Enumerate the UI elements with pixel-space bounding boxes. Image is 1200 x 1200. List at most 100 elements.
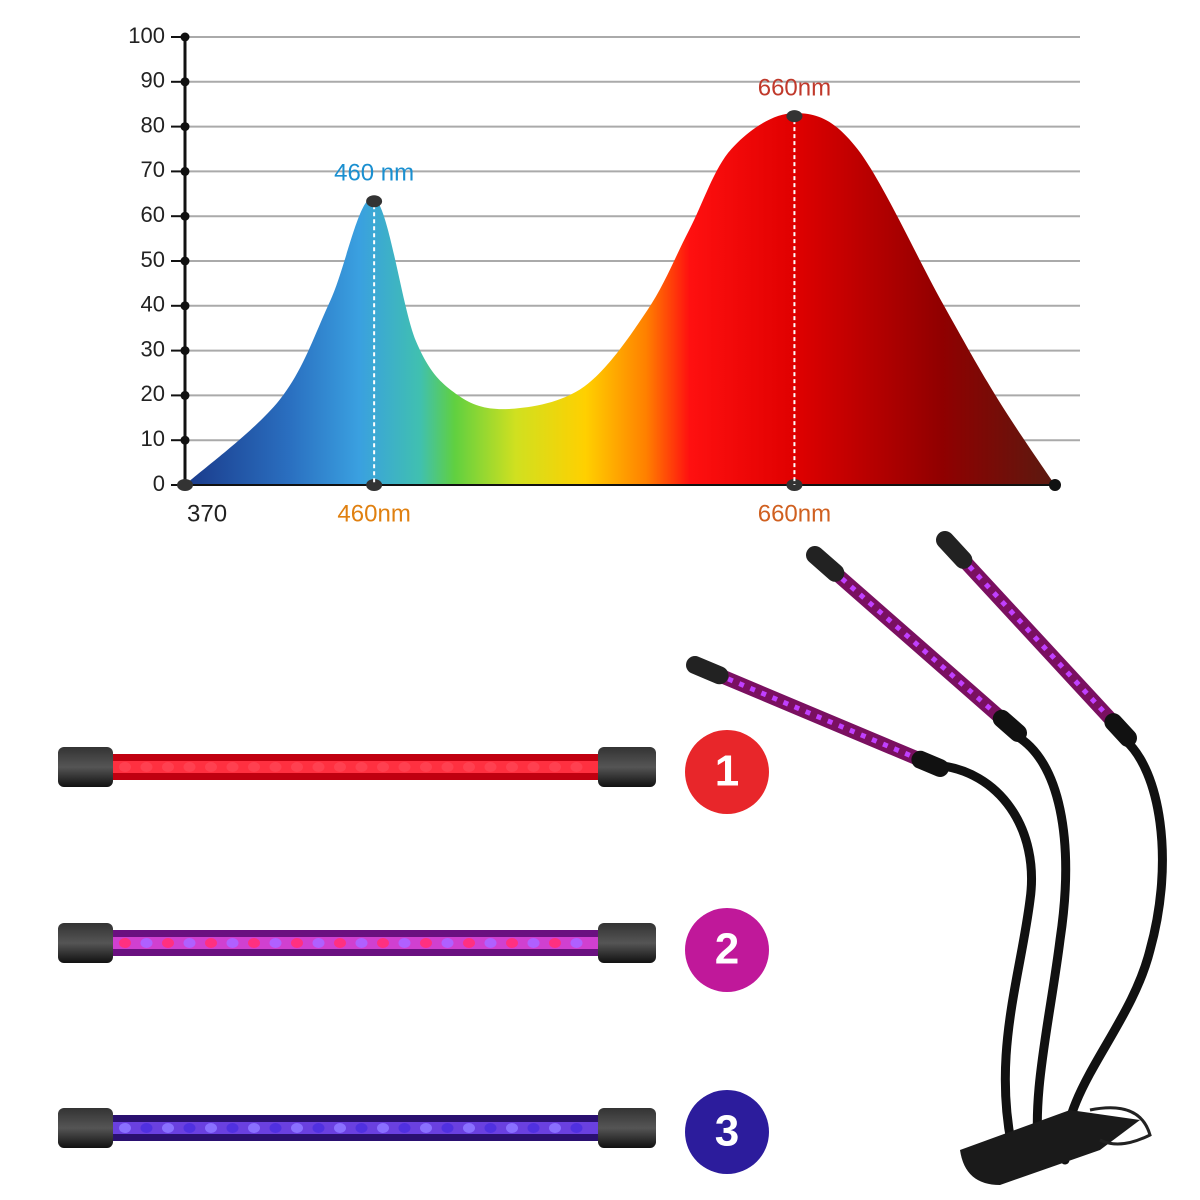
led [420, 1123, 432, 1133]
led [269, 1123, 282, 1133]
led [527, 1123, 540, 1133]
led [463, 938, 475, 948]
y-tick-label: 50 [141, 247, 165, 272]
lamp-cap [936, 531, 973, 569]
peak-marker [366, 195, 383, 208]
led [377, 1123, 389, 1133]
annotation: 660nm [758, 75, 831, 102]
led [334, 938, 346, 948]
lamp-head-leds [694, 662, 941, 771]
led [205, 1123, 217, 1133]
x-tick-label: 660nm [758, 500, 831, 527]
led [420, 762, 432, 772]
led [312, 762, 325, 772]
badge [685, 730, 769, 814]
led [162, 1123, 174, 1133]
led [570, 1123, 583, 1133]
led [549, 1123, 561, 1133]
led [140, 1123, 153, 1133]
led [570, 762, 583, 772]
led [183, 938, 196, 948]
led [162, 762, 174, 772]
led [226, 762, 239, 772]
end-cap [58, 747, 113, 787]
x-tick-label: 370 [187, 500, 227, 527]
y-tick-label: 100 [128, 23, 165, 48]
led [527, 762, 540, 772]
led [226, 1123, 239, 1133]
led [355, 762, 368, 772]
led [205, 762, 217, 772]
led [355, 1123, 368, 1133]
led [291, 938, 303, 948]
lamp-head-leds [943, 538, 1130, 740]
led [377, 938, 389, 948]
led [549, 762, 561, 772]
led [441, 762, 454, 772]
lamp-head-leds [813, 553, 1020, 735]
x-tick-mark [366, 479, 383, 491]
peak-marker [786, 110, 803, 123]
led [183, 762, 196, 772]
badge-number: 2 [715, 925, 739, 974]
end-cap [598, 747, 656, 787]
x-tick-label: 460nm [337, 500, 410, 527]
y-tick-label: 60 [141, 202, 165, 227]
led [140, 762, 153, 772]
y-tick-label: 30 [141, 336, 165, 361]
lamp-photo: 1 2 3 [58, 531, 1167, 1185]
led [291, 1123, 303, 1133]
led [291, 762, 303, 772]
y-tick-label: 70 [141, 157, 165, 182]
led [355, 938, 368, 948]
led [463, 762, 475, 772]
led [484, 938, 497, 948]
y-tick-label: 0 [153, 471, 165, 496]
led [441, 938, 454, 948]
led [420, 938, 432, 948]
led [248, 762, 260, 772]
led [398, 762, 411, 772]
end-cap [598, 1108, 656, 1148]
led [205, 938, 217, 948]
led [312, 938, 325, 948]
lamp-cap [992, 709, 1027, 742]
led [398, 938, 411, 948]
led [119, 762, 131, 772]
led [377, 762, 389, 772]
led [441, 1123, 454, 1133]
led [140, 938, 153, 948]
axis-end [1049, 479, 1061, 491]
y-tick-label: 40 [141, 292, 165, 317]
led [312, 1123, 325, 1133]
led [269, 762, 282, 772]
led [484, 762, 497, 772]
clip [960, 1110, 1140, 1185]
badge-number: 1 [715, 747, 739, 796]
end-cap [598, 923, 656, 963]
badge [685, 908, 769, 992]
led [162, 938, 174, 948]
led [527, 938, 540, 948]
gooseneck [930, 760, 1036, 1165]
lamp-cap [911, 750, 949, 777]
led [334, 1123, 346, 1133]
led [484, 1123, 497, 1133]
y-tick-label: 90 [141, 68, 165, 93]
badge [685, 1090, 769, 1174]
led [506, 762, 518, 772]
gooseneck [1060, 735, 1167, 1165]
clip-spring [1089, 1106, 1152, 1146]
lamp-cap [806, 546, 845, 582]
led [119, 938, 131, 948]
end-cap [58, 1108, 113, 1148]
y-tick-label: 80 [141, 112, 165, 137]
led [549, 938, 561, 948]
led [334, 762, 346, 772]
led [269, 938, 282, 948]
led [570, 938, 583, 948]
spectrum-area [185, 113, 1055, 485]
y-tick-label: 20 [141, 381, 165, 406]
lamp-cap [1104, 713, 1137, 747]
